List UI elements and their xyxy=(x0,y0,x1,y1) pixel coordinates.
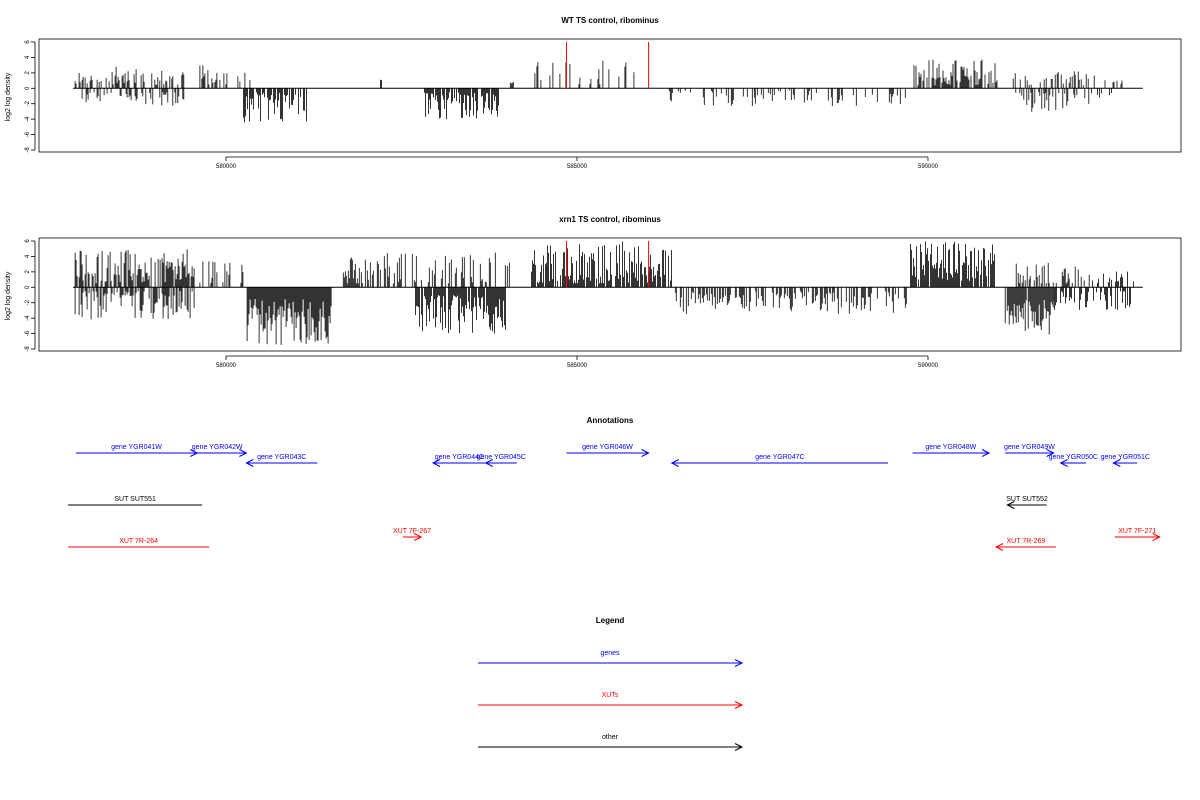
y-tick-label: -4 xyxy=(25,116,31,122)
y-tick-label: 0 xyxy=(25,86,31,90)
strand-arrow-head xyxy=(245,459,254,467)
x-tick-label: 590000 xyxy=(918,363,939,369)
x-tick-label: 580000 xyxy=(216,164,237,170)
strand-arrow-head xyxy=(413,533,423,541)
y-tick-label: -2 xyxy=(25,299,31,305)
feature-label: gene YGR048W xyxy=(925,444,976,451)
y-tick-label: -8 xyxy=(25,346,31,352)
strand-arrow-head xyxy=(1112,459,1121,467)
wt-axes: -8 -6 -4 -2 0 2 4 6 580000 585000 590000 xyxy=(25,40,939,170)
xrn1-y-axis-label: log2 log density xyxy=(5,271,12,320)
annotation-features: gene YGR041W gene YGR042W gene YGR043C gene… xyxy=(68,444,1161,551)
xrn1-axes: -8 -6 -4 -2 0 2 4 6 580000 585000 590000 xyxy=(25,239,939,369)
feature-label: gene YGR043C xyxy=(257,454,306,461)
y-tick-label: -4 xyxy=(25,315,31,321)
feature-label: SUT SUT552 xyxy=(1006,496,1048,503)
feature-label: SUT SUT551 xyxy=(114,496,156,503)
y-tick-label: 0 xyxy=(25,285,31,289)
xrn1-plot-frame xyxy=(38,237,1182,352)
y-tick-label: 2 xyxy=(25,71,31,75)
wt-region-markers xyxy=(565,42,650,89)
strand-arrow-head xyxy=(670,459,679,467)
legend-title: Legend xyxy=(596,616,625,625)
legend-arrow-head xyxy=(734,659,744,667)
feature-label: gene YGR047C xyxy=(755,454,804,461)
feature-label: gene YGR044C xyxy=(435,454,484,461)
xrn1-coverage-bars xyxy=(72,241,1143,345)
strand-arrow-head xyxy=(981,449,991,457)
legend-label: other xyxy=(602,734,619,741)
y-tick-label: 4 xyxy=(25,254,31,258)
feature-label: gene YGR045C xyxy=(477,454,526,461)
feature-label: XUT 7F-267 xyxy=(393,528,431,535)
feature-label: XUT 7R-264 xyxy=(119,538,158,545)
feature-label: gene YGR046W xyxy=(582,444,633,451)
wt-coverage-bars xyxy=(72,59,1143,123)
strand-arrow-head xyxy=(431,459,441,467)
strand-arrow-head xyxy=(239,449,248,457)
x-tick-label: 590000 xyxy=(918,164,939,170)
legend-arrow-head xyxy=(734,743,744,751)
strand-arrow-head xyxy=(484,459,493,467)
annotations-title: Annotations xyxy=(587,416,634,425)
y-tick-label: -6 xyxy=(25,131,31,137)
feature-label: gene YGR042W xyxy=(192,444,243,451)
y-tick-label: 4 xyxy=(25,55,31,59)
feature-label: XUT 7F-271 xyxy=(1118,528,1156,535)
xrn1-region-markers xyxy=(565,241,650,288)
strand-arrow-head xyxy=(1046,449,1055,457)
y-tick-label: 2 xyxy=(25,270,31,274)
strand-arrow-head xyxy=(641,449,650,457)
legend-arrow-head xyxy=(734,701,744,709)
feature-label: gene YGR041W xyxy=(111,444,162,451)
feature-label: gene YGR049W xyxy=(1004,444,1055,451)
xrn1-coverage-panel: xrn1 TS control, ribominus log2 log dens… xyxy=(5,215,1182,369)
strand-arrow-head xyxy=(1059,459,1068,467)
y-tick-label: -2 xyxy=(25,100,31,106)
feature-label: gene YGR050C xyxy=(1049,454,1098,461)
legend: Legend genes XUTs other xyxy=(478,616,744,751)
annotations-track: Annotations gene YGR041W gene YGR042Wgene… xyxy=(68,416,1161,551)
feature-label: gene YGR051C xyxy=(1101,454,1150,461)
legend-label: genes xyxy=(600,650,620,657)
legend-label: XUTs xyxy=(602,692,619,699)
y-tick-label: -6 xyxy=(25,330,31,336)
wt-y-axis-label: log2 log density xyxy=(5,72,12,121)
x-tick-label: 585000 xyxy=(567,164,588,170)
strand-arrow-head xyxy=(994,543,1004,551)
strand-arrow-head xyxy=(1152,533,1161,541)
y-tick-label: 6 xyxy=(25,40,31,44)
feature-label: XUT 7R-269 xyxy=(1007,538,1046,545)
strand-arrow-head xyxy=(1006,501,1015,509)
x-tick-label: 585000 xyxy=(567,363,588,369)
wt-coverage-panel: WT TS control, ribominus log2 log densit… xyxy=(5,16,1182,170)
x-tick-label: 580000 xyxy=(216,363,237,369)
y-tick-label: 6 xyxy=(25,239,31,243)
xrn1-panel-title: xrn1 TS control, ribominus xyxy=(559,215,661,224)
y-tick-label: -8 xyxy=(25,147,31,153)
legend-entries: genes XUTs other xyxy=(478,650,744,751)
wt-panel-title: WT TS control, ribominus xyxy=(561,16,659,25)
wt-plot-frame xyxy=(38,38,1182,153)
